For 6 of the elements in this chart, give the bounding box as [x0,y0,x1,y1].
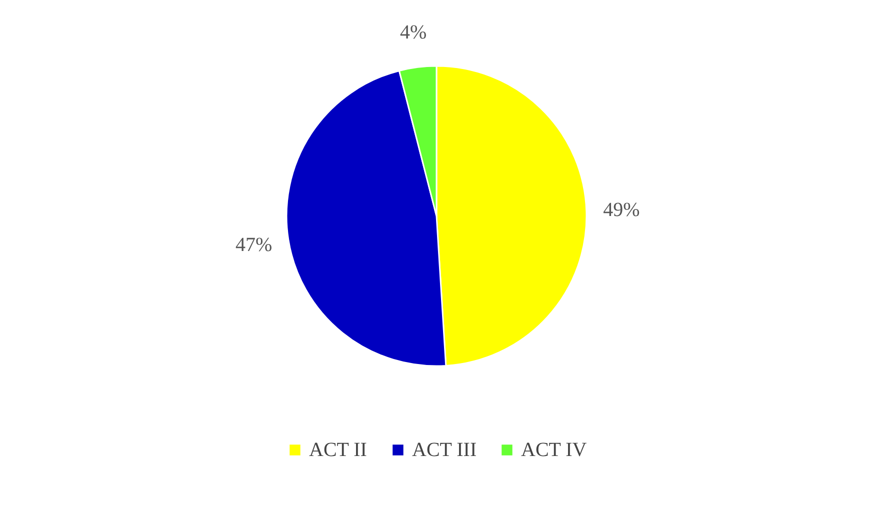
legend-label: ACT II [309,439,367,461]
legend-label: ACT IV [521,439,588,461]
data-label: 47% [235,234,272,256]
data-label: 4% [400,21,427,44]
data-label: 49% [603,199,640,222]
legend-label: ACT III [412,439,477,461]
